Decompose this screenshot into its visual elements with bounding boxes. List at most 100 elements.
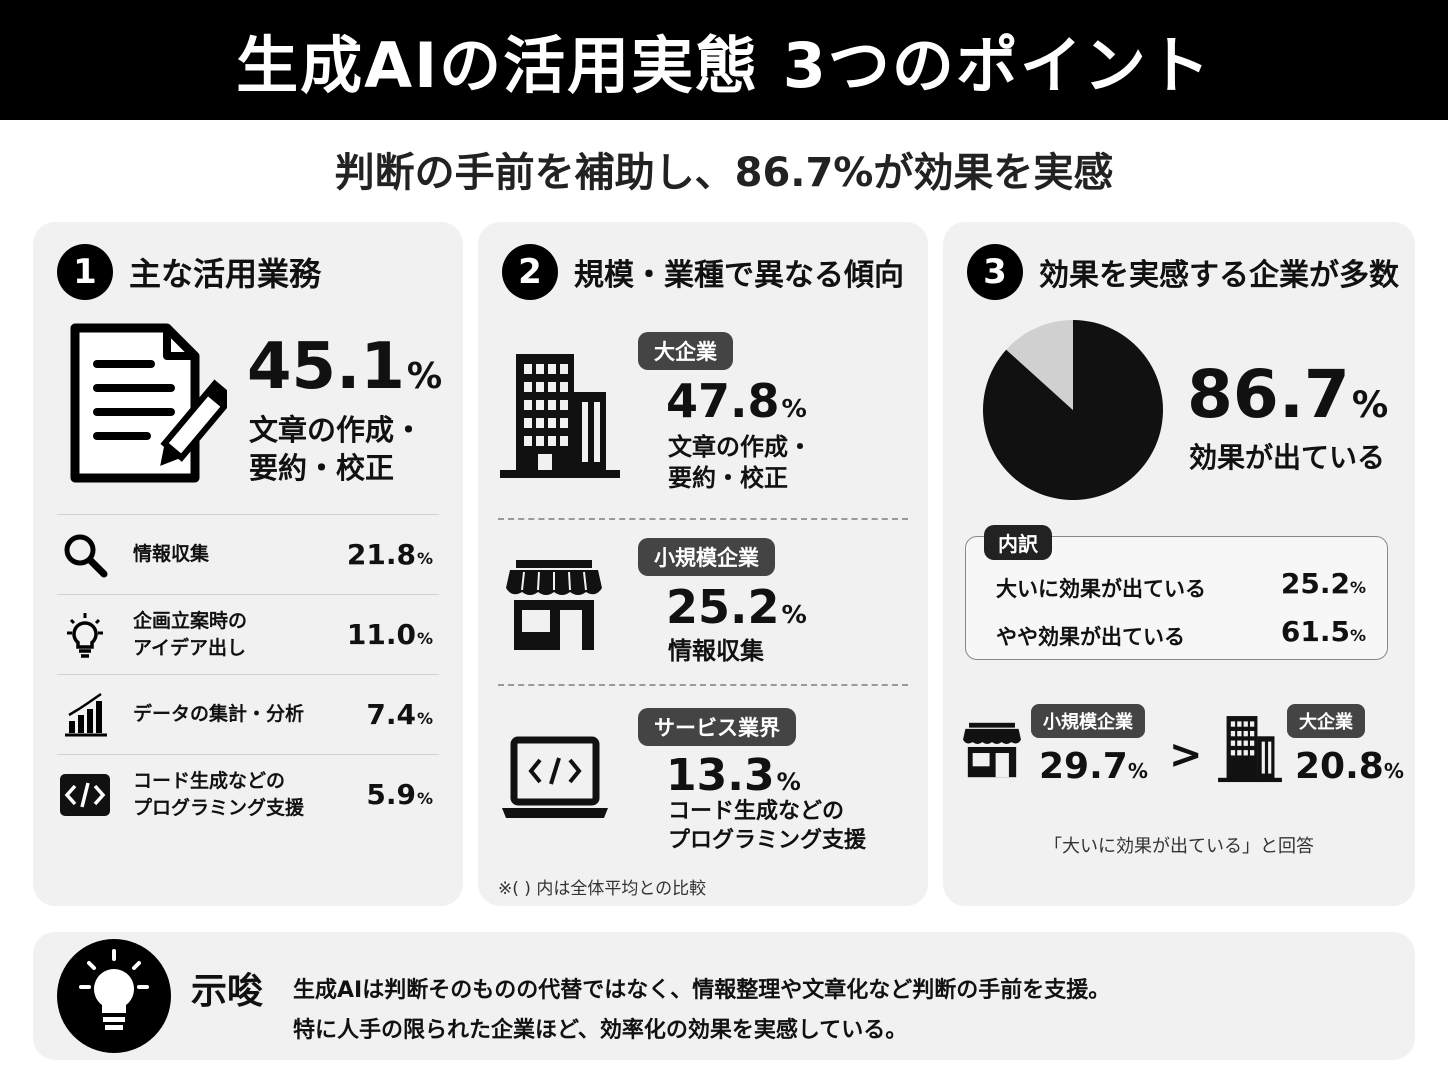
comparison-tag: 小規模企業 <box>1031 704 1145 738</box>
breakdown-row: やや効果が出ている 61.5% <box>996 615 1366 651</box>
list-item-label: 企画立案時の アイデア出し <box>133 608 343 661</box>
panel-segment-trends: 2 規模・業種で異なる傾向 大企業 47.8% 文章の作成・ 要約・校正 <box>478 222 928 906</box>
segment-tag: 大企業 <box>638 332 733 370</box>
laptop-code-icon <box>500 736 610 824</box>
page-subtitle: 判断の手前を補助し、86.7%が効果を実感 <box>334 150 1114 196</box>
segment-number: 13.3 <box>666 750 775 801</box>
breakdown-unit: % <box>1349 626 1366 645</box>
headline-value: 86.7% <box>1187 356 1388 433</box>
list-item-unit: % <box>416 709 433 728</box>
list-item: コード生成などの プログラミング支援 5.9% <box>57 754 439 834</box>
panel-title: 規模・業種で異なる傾向 <box>574 258 904 293</box>
breakdown-label: 大いに効果が出ている <box>996 577 1206 601</box>
breakdown-number: 61.5 <box>1280 615 1350 648</box>
segment-unit: % <box>781 394 807 423</box>
implication-box: 示唆 生成AIは判断そのものの代替ではなく、情報整理や文章化など判断の手前を支援… <box>33 932 1415 1060</box>
list-item: 情報収集 21.8% <box>57 514 439 594</box>
divider <box>498 518 908 520</box>
segment-tag: サービス業界 <box>638 708 796 746</box>
bar-chart-icon <box>57 691 113 739</box>
segment-tag: 小規模企業 <box>638 538 775 576</box>
top-use-label: 文章の作成・ 要約・校正 <box>249 412 423 487</box>
breakdown-box: 内訳 大いに効果が出ている 25.2% やや効果が出ている 61.5% <box>965 525 1388 660</box>
list-item-value: 7.4% <box>366 698 433 731</box>
panel-title: 効果を実感する企業が多数 <box>1039 258 1399 293</box>
headline-label: 効果が出ている <box>1189 441 1386 474</box>
list-item-value: 21.8% <box>347 538 433 571</box>
comparison-value: 29.7% <box>1039 746 1148 787</box>
code-icon <box>57 771 113 819</box>
comparison-number: 20.8 <box>1295 746 1384 787</box>
comparison-tag: 大企業 <box>1287 704 1365 738</box>
segment-label: コード生成などの プログラミング支援 <box>668 798 866 855</box>
segment-label-line2: 要約・校正 <box>668 464 788 493</box>
search-icon <box>57 531 113 579</box>
implication-line2: 特に人手の限られた企業ほど、効率化の効果を実感している。 <box>293 1018 908 1043</box>
implication-title: 示唆 <box>191 971 264 1012</box>
segment-value: 47.8% <box>666 374 807 428</box>
panel-header: 1 主な活用業務 <box>57 244 321 300</box>
panel-header: 3 効果を実感する企業が多数 <box>967 244 1399 300</box>
list-item-unit: % <box>416 629 433 648</box>
office-building-icon <box>1217 710 1283 790</box>
top-use-unit: % <box>406 356 443 397</box>
segment-label-line1: 情報収集 <box>668 637 764 665</box>
segment-label-line1: 文章の作成・ <box>668 433 812 461</box>
list-item-label-line1: 情報収集 <box>133 543 210 566</box>
breakdown-unit: % <box>1349 578 1366 597</box>
breakdown-label: やや効果が出ている <box>996 625 1185 649</box>
panel-number: 1 <box>57 244 113 300</box>
comparison-number: 29.7 <box>1039 746 1128 787</box>
panel-number: 2 <box>502 244 558 300</box>
segment-label: 情報収集 <box>668 636 764 667</box>
breakdown-tag: 内訳 <box>984 525 1052 560</box>
list-item-number: 5.9 <box>366 778 416 811</box>
panel-effect: 3 効果を実感する企業が多数 86.7% 効果が出ている 内訳 大いに効果が出て… <box>943 222 1415 906</box>
list-item-label-line1: データの集計・分析 <box>133 703 305 726</box>
effect-pie-chart <box>983 320 1163 500</box>
panel-header: 2 規模・業種で異なる傾向 <box>502 244 904 300</box>
list-item-number: 7.4 <box>366 698 416 731</box>
list-item-label: データの集計・分析 <box>133 701 343 728</box>
footnote: ※( ) 内は全体平均との比較 <box>498 879 707 899</box>
implication-line1: 生成AIは判断そのものの代替ではなく、情報整理や文章化など判断の手前を支援。 <box>293 978 1111 1003</box>
storefront-icon <box>506 558 602 656</box>
top-use-label-line2: 要約・校正 <box>249 450 395 485</box>
segment-label: 文章の作成・ 要約・校正 <box>668 432 812 494</box>
breakdown-row: 大いに効果が出ている 25.2% <box>996 567 1366 603</box>
lightbulb-icon <box>57 611 113 659</box>
list-item-label-line2: アイデア出し <box>133 636 247 659</box>
list-item-label-line2: プログラミング支援 <box>133 796 305 819</box>
document-pen-icon <box>67 320 236 492</box>
list-item-number: 11.0 <box>346 618 416 651</box>
top-use-label-line1: 文章の作成・ <box>249 413 424 447</box>
panel-title: 主な活用業務 <box>129 255 322 293</box>
lightbulb-icon <box>57 939 171 1053</box>
list-item: データの集計・分析 7.4% <box>57 674 439 754</box>
list-item-value: 11.0% <box>347 618 433 651</box>
segment-label-line2: プログラミング支援 <box>668 827 867 853</box>
segment-number: 25.2 <box>666 580 780 634</box>
comparison-value: 20.8% <box>1295 746 1404 787</box>
page-title: 生成AIの活用実態 3つのポイント <box>0 0 1448 120</box>
segment-number: 47.8 <box>666 374 780 428</box>
segment-value: 25.2% <box>666 580 807 634</box>
segment-unit: % <box>776 768 801 796</box>
headline-number: 86.7 <box>1187 356 1350 433</box>
top-use-number: 45.1 <box>247 330 405 404</box>
breakdown-value: 25.2% <box>1281 567 1366 600</box>
storefront-icon <box>963 720 1021 784</box>
list-item: 企画立案時の アイデア出し 11.0% <box>57 594 439 674</box>
use-list: 情報収集 21.8% 企画立案時の アイデア出し 11.0% データの集計・分析 … <box>57 514 439 834</box>
segment-value: 13.3% <box>666 750 801 801</box>
top-use-value: 45.1% <box>247 330 442 404</box>
list-item-unit: % <box>416 549 433 568</box>
headline-unit: % <box>1351 383 1389 426</box>
list-item-label-line1: 企画立案時の <box>133 609 248 632</box>
list-item-label: コード生成などの プログラミング支援 <box>133 768 343 821</box>
list-item-unit: % <box>416 789 433 808</box>
panel-main-uses: 1 主な活用業務 45.1% 文章の作成・ 要約・校正 情報 <box>33 222 463 906</box>
greater-than-symbol: > <box>1169 732 1203 778</box>
office-building-icon <box>498 348 622 484</box>
list-item-number: 21.8 <box>346 538 416 571</box>
